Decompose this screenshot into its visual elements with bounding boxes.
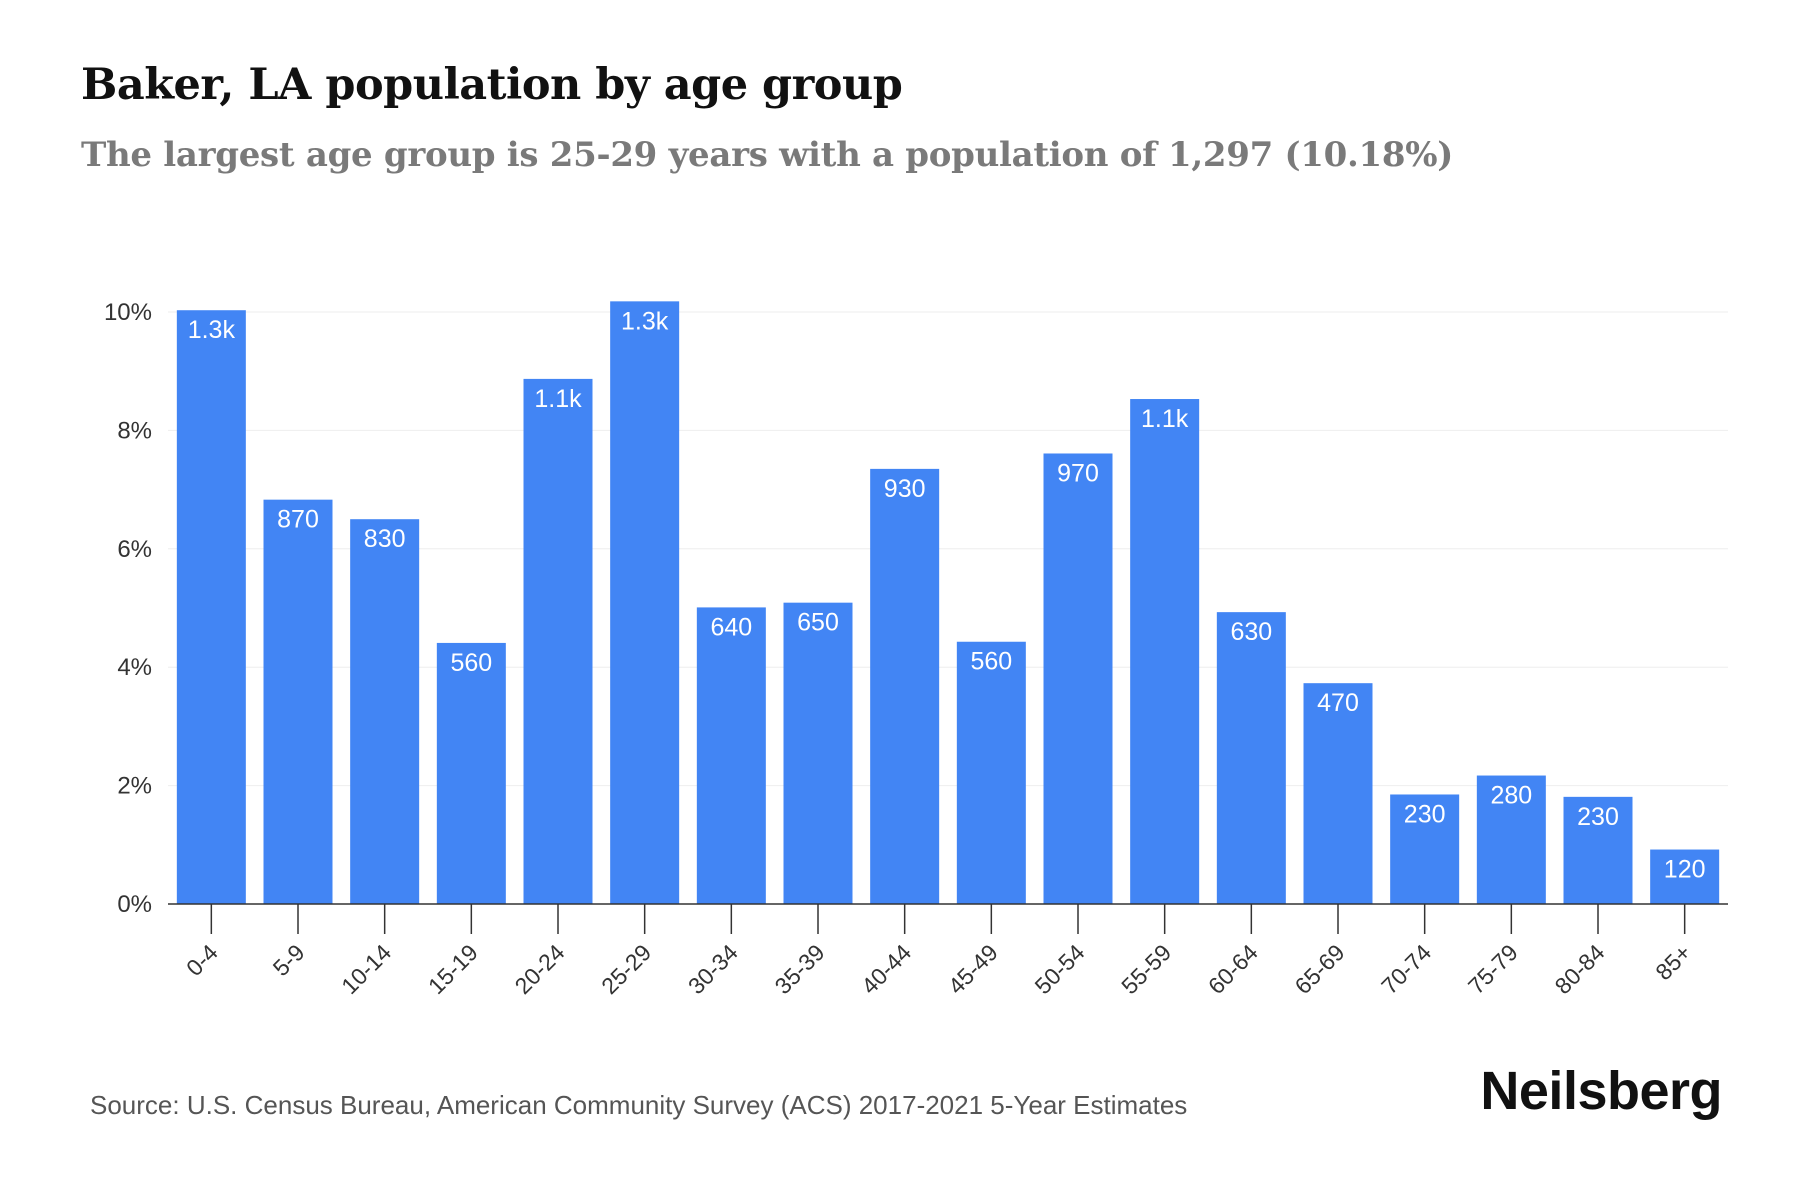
data-label: 640 <box>710 613 752 641</box>
bar-50-54 <box>1043 453 1113 904</box>
x-tick-label: 35-39 <box>770 939 830 999</box>
bar-60-64 <box>1216 612 1286 904</box>
data-label: 230 <box>1404 800 1446 828</box>
x-tick-label: 20-24 <box>510 939 570 999</box>
data-label: 1.1k <box>1141 405 1189 433</box>
x-tick-label: 70-74 <box>1376 939 1436 999</box>
x-axis <box>168 903 1728 934</box>
x-tick-label: 40-44 <box>856 939 916 999</box>
bar-85+ <box>1650 849 1720 904</box>
x-tick-label: 10-14 <box>336 939 396 999</box>
bar-40-44 <box>870 468 940 904</box>
bar-10-14 <box>350 519 420 904</box>
data-label: 560 <box>450 649 492 677</box>
y-tick-label: 6% <box>117 536 152 563</box>
bar-15-19 <box>436 642 506 904</box>
data-label: 120 <box>1664 856 1706 884</box>
x-tick-label: 15-19 <box>423 939 483 999</box>
x-tick-label: 50-54 <box>1030 939 1090 999</box>
chart-subtitle: The largest age group is 25-29 years wit… <box>81 135 1454 175</box>
x-axis-ticks: 0-4 5-9 10-14 15-19 20-24 25-29 30-34 35-39 40-4… <box>181 939 1696 999</box>
x-tick-label: 85+ <box>1650 939 1696 985</box>
data-labels: 1.3k 870 830 560 1.1k 1.3k 640 650 930 560 970 1.1k… <box>188 307 1706 883</box>
bar-20-24 <box>523 378 593 904</box>
y-tick-label: 10% <box>104 299 152 326</box>
data-label: 1.3k <box>621 307 669 335</box>
bar-25-29 <box>610 301 680 904</box>
x-tick-label: 0-4 <box>181 939 223 981</box>
data-label: 230 <box>1577 803 1619 831</box>
data-label: 930 <box>884 475 926 503</box>
x-tick-label: 75-79 <box>1463 939 1523 999</box>
x-tick-label: 60-64 <box>1203 939 1263 999</box>
bar-30-34 <box>696 607 766 904</box>
x-tick-label: 30-34 <box>683 939 743 999</box>
brand-logo: Neilsberg <box>1480 1061 1722 1121</box>
bar-5-9 <box>263 499 333 904</box>
data-label: 1.3k <box>188 316 236 344</box>
bar-0-4 <box>176 310 246 904</box>
y-tick-label: 2% <box>117 773 152 800</box>
data-label: 870 <box>277 506 319 534</box>
x-tick-label: 25-29 <box>596 939 656 999</box>
bar-45-49 <box>956 641 1026 904</box>
bar-35-39 <box>783 602 853 904</box>
bar-70-74 <box>1390 794 1460 904</box>
x-tick-label: 45-49 <box>943 939 1003 999</box>
bar-55-59 <box>1130 399 1200 904</box>
bar-75-79 <box>1476 775 1546 904</box>
x-tick-label: 5-9 <box>268 939 310 981</box>
data-label: 1.1k <box>534 385 582 413</box>
gridlines <box>168 311 1728 787</box>
data-label: 280 <box>1490 782 1532 810</box>
x-tick-label: 80-84 <box>1550 939 1610 999</box>
x-tick-label: 65-69 <box>1290 939 1350 999</box>
x-tick-label: 55-59 <box>1116 939 1176 999</box>
y-tick-label: 0% <box>117 891 152 918</box>
bar-chart: 1.3k 870 830 560 1.1k 1.3k 640 650 930 560 970 1.1k… <box>104 299 1728 999</box>
data-label: 560 <box>970 648 1012 676</box>
y-tick-label: 4% <box>117 654 152 681</box>
bar-65-69 <box>1303 683 1373 904</box>
y-tick-label: 8% <box>117 417 152 444</box>
data-label: 830 <box>364 525 406 553</box>
chart-title: Baker, LA population by age group <box>81 60 903 110</box>
y-axis-ticks: 0% 2% 4% 6% 8% 10% <box>104 299 152 918</box>
bar-80-84 <box>1563 796 1633 904</box>
data-label: 970 <box>1057 459 1099 487</box>
data-label: 630 <box>1230 618 1272 646</box>
data-label: 650 <box>797 609 839 637</box>
source-note: Source: U.S. Census Bureau, American Com… <box>90 1090 1188 1120</box>
data-label: 470 <box>1317 689 1359 717</box>
bars <box>176 301 1720 904</box>
